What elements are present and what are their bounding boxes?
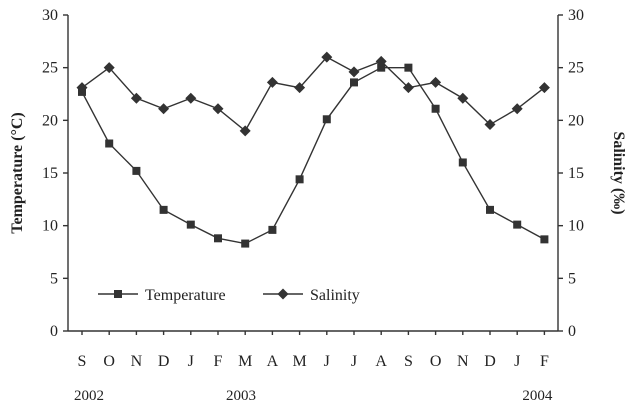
legend-marker [114, 290, 122, 298]
x-category-label: N [131, 353, 143, 370]
y-tick-label-right: 20 [568, 112, 584, 129]
legend-label: Salinity [310, 287, 360, 304]
series-line-salinity [81, 56, 545, 132]
y-tick-label-right: 0 [568, 323, 576, 340]
legend: Temperature Salinity [98, 287, 360, 304]
data-point-salinity [538, 82, 550, 94]
data-point-salinity [511, 103, 523, 115]
data-point-temperature [241, 239, 250, 248]
data-point-salinity [457, 92, 469, 104]
data-point-temperature [268, 225, 277, 234]
data-point-salinity [430, 76, 442, 88]
data-point-temperature [214, 234, 222, 243]
legend-item-salinity: Salinity [263, 287, 360, 304]
data-point-salinity [212, 103, 224, 115]
data-point-salinity [375, 55, 387, 67]
y-tick-label-left: 0 [50, 323, 58, 340]
data-point-temperature [431, 104, 440, 113]
data-point-salinity [294, 82, 306, 94]
x-category-label: M [292, 353, 306, 370]
series-line-temperature [81, 66, 545, 245]
legend-item-temperature: Temperature [98, 287, 226, 304]
x-category-label: S [404, 353, 413, 370]
x-category-label: N [457, 353, 469, 370]
data-point-temperature [159, 205, 168, 214]
legend-label: Temperature [145, 287, 226, 304]
x-category-label: O [430, 353, 442, 370]
data-point-salinity [266, 76, 278, 88]
x-category-label: O [103, 353, 115, 370]
data-point-salinity [185, 92, 197, 104]
x-category-label: J [188, 353, 194, 370]
legend-marker [277, 288, 289, 300]
series-salinity [76, 51, 550, 137]
data-point-temperature [350, 78, 358, 87]
axes [63, 14, 563, 335]
x-category-label: S [78, 353, 87, 370]
data-point-salinity [239, 125, 251, 137]
data-point-temperature [458, 158, 467, 167]
x-category-label: D [484, 353, 496, 370]
data-point-temperature [513, 220, 522, 229]
y-tick-label-right: 15 [568, 165, 584, 182]
y-tick-label-right: 5 [568, 270, 576, 287]
x-category-label: J [351, 353, 357, 370]
data-point-salinity [402, 82, 414, 94]
data-point-temperature [105, 139, 114, 148]
series-group [76, 51, 550, 248]
data-point-temperature [377, 63, 386, 72]
y-tick-label-left: 30 [42, 7, 58, 24]
data-point-temperature [486, 205, 494, 214]
x-year-label: 2004 [522, 388, 553, 404]
x-category-label: A [267, 353, 279, 370]
data-point-salinity [321, 51, 333, 63]
data-point-temperature [132, 166, 141, 175]
x-category-label: F [214, 353, 223, 370]
data-point-salinity [130, 92, 142, 104]
y-tick-label-left: 15 [42, 165, 58, 182]
y-axis-left-title: Temperature (°C) [9, 112, 26, 233]
x-category-label: A [375, 353, 387, 370]
x-category-label: D [158, 353, 170, 370]
x-category-label: M [238, 353, 252, 370]
data-point-salinity [484, 119, 496, 131]
data-point-temperature [540, 235, 549, 244]
y-tick-label-left: 10 [42, 218, 58, 235]
data-point-temperature [322, 115, 331, 124]
y-tick-label-left: 25 [42, 60, 58, 77]
data-point-salinity [348, 66, 360, 78]
x-category-label: J [324, 353, 330, 370]
y-tick-label-right: 10 [568, 218, 584, 235]
series-temperature [78, 63, 549, 248]
x-category-label: J [514, 353, 520, 370]
data-point-salinity [158, 103, 170, 115]
x-category-label: F [540, 353, 549, 370]
data-point-salinity [103, 62, 115, 74]
tick-labels: 0 0 5 5 10 10 15 15 20 20 25 25 30 30 [42, 7, 584, 340]
data-point-temperature [295, 175, 304, 184]
y-tick-label-left: 5 [50, 270, 58, 287]
y-axis-right-title: Salinity (‰) [610, 131, 626, 214]
x-year-labels: 2002 2003 2004 [74, 388, 553, 404]
x-year-label: 2002 [74, 388, 104, 404]
y-tick-label-right: 25 [568, 60, 584, 77]
data-point-salinity [76, 82, 88, 94]
x-year-label: 2003 [226, 388, 256, 404]
data-point-temperature [186, 220, 195, 229]
data-point-temperature [404, 63, 413, 72]
y-tick-label-left: 20 [42, 112, 58, 129]
y-tick-label-right: 30 [568, 7, 584, 24]
